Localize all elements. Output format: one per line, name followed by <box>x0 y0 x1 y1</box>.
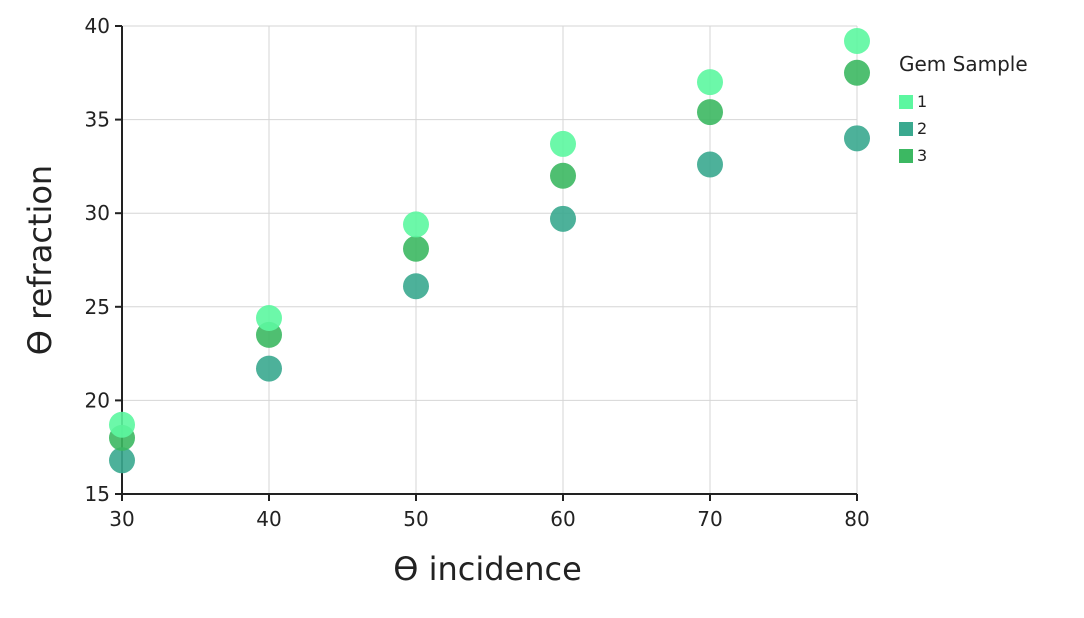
x-tick-label: 50 <box>403 507 428 531</box>
data-point-series-2 <box>844 125 870 152</box>
legend-label-3: 3 <box>917 146 927 165</box>
data-point-series-3 <box>550 162 576 189</box>
data-point-series-1 <box>403 211 429 238</box>
data-point-series-3 <box>844 59 870 86</box>
data-point-series-2 <box>403 273 429 300</box>
axes <box>121 26 857 495</box>
data-point-series-2 <box>256 355 282 382</box>
x-tick-label: 80 <box>844 507 869 531</box>
y-tick-label: 20 <box>85 388 110 412</box>
y-tick-label: 40 <box>85 14 110 38</box>
data-point-series-2 <box>109 447 135 474</box>
legend: Gem Sample 1 2 3 <box>899 52 1028 165</box>
x-tick-label: 40 <box>256 507 281 531</box>
legend-items: 1 2 3 <box>899 92 927 165</box>
data-point-series-1 <box>109 411 135 438</box>
data-point-series-3 <box>403 235 429 262</box>
data-point-series-3 <box>697 99 723 126</box>
y-axis-title: ϴ refraction <box>21 165 59 355</box>
y-tick-label: 25 <box>85 295 110 319</box>
legend-label-2: 2 <box>917 119 927 138</box>
x-axis-title: ϴ incidence <box>393 550 582 588</box>
y-tick-label: 35 <box>85 108 110 132</box>
data-point-series-1 <box>697 69 723 96</box>
legend-title: Gem Sample <box>899 52 1028 76</box>
y-tick-label: 30 <box>85 201 110 225</box>
grid <box>121 25 858 495</box>
y-tick-label: 15 <box>85 482 110 506</box>
y-ticks: 15 20 25 30 35 40 <box>85 14 122 506</box>
x-tick-label: 30 <box>109 507 134 531</box>
x-tick-label: 70 <box>697 507 722 531</box>
legend-swatch-3 <box>899 149 913 163</box>
data-point-series-2 <box>550 205 576 232</box>
data-point-series-1 <box>550 130 576 157</box>
data-point-series-1 <box>844 27 870 54</box>
data-point-series-1 <box>256 305 282 332</box>
data-point-series-2 <box>697 151 723 178</box>
legend-label-1: 1 <box>917 92 927 111</box>
x-tick-label: 60 <box>550 507 575 531</box>
data-points <box>109 27 870 474</box>
x-ticks: 30 40 50 60 70 80 <box>109 494 870 531</box>
legend-swatch-2 <box>899 122 913 136</box>
legend-swatch-1 <box>899 95 913 109</box>
